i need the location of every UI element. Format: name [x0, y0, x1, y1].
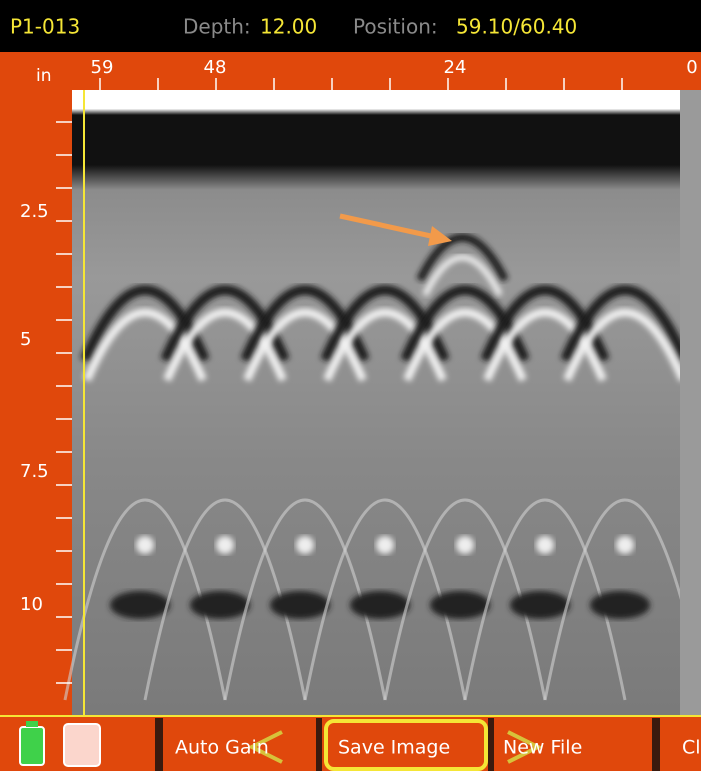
battery-icon	[19, 726, 45, 766]
battery-tip	[26, 721, 38, 727]
hyperbola-dark	[80, 285, 210, 362]
hyperbola-light	[563, 308, 687, 382]
hyperbola-light	[243, 308, 367, 382]
reflection-light	[456, 536, 474, 554]
hyperbola-dark	[160, 285, 290, 362]
hyperbola-light	[83, 308, 207, 382]
hyperbola-light	[323, 308, 447, 382]
reflection	[110, 591, 170, 619]
reflection-light	[536, 536, 554, 554]
chevron-left	[247, 730, 283, 764]
reflection	[430, 591, 490, 619]
depth-label: Depth:	[183, 15, 251, 39]
toolbar-button[interactable]: Auto Gain	[175, 737, 269, 759]
reflection	[510, 591, 570, 619]
separator	[155, 718, 163, 771]
reflection-light	[376, 536, 394, 554]
arrow-head	[428, 226, 452, 246]
ruler-ticks	[56, 78, 623, 684]
toolbar-button[interactable]: New File	[503, 737, 582, 759]
file-name: P1-013	[10, 15, 80, 39]
reflection-light	[616, 536, 634, 554]
target-light	[422, 254, 503, 297]
hyperbola-dark	[480, 285, 610, 362]
right-strip	[680, 90, 701, 715]
depth-value: 12.00	[260, 15, 317, 39]
top-ruler-label: 0	[686, 57, 697, 78]
reflection	[350, 591, 410, 619]
reflection	[590, 591, 650, 619]
hyperbola-dark	[320, 285, 450, 362]
separator	[316, 718, 322, 771]
left-ruler-label: 2.5	[20, 201, 49, 222]
hyperbola-dark	[560, 285, 690, 362]
reflection-light	[296, 536, 314, 554]
left-ruler-label: 5	[20, 329, 31, 350]
hyperbola-dark	[240, 285, 370, 362]
hyperbola-light	[163, 308, 287, 382]
hyperbola-light	[483, 308, 607, 382]
target-dark	[416, 233, 509, 282]
top-ruler-label: 48	[204, 57, 227, 78]
top-ruler-label: 59	[91, 57, 114, 78]
left-ruler-label: 10	[20, 594, 43, 615]
toolbar-button[interactable]: Clo	[682, 737, 701, 759]
arrow	[339, 213, 441, 241]
unit-label: in	[36, 66, 52, 86]
top-ruler-label: 24	[444, 57, 467, 78]
separator	[652, 718, 660, 771]
toolbar-button[interactable]: Save Image	[338, 737, 450, 759]
reflection-light	[136, 536, 154, 554]
reflection	[190, 591, 250, 619]
hyperbola-light	[403, 308, 527, 382]
sd-card-icon	[63, 723, 101, 767]
button-focus	[324, 719, 488, 771]
bottom-bar	[0, 715, 701, 771]
separator	[488, 718, 494, 771]
radargram	[63, 90, 701, 715]
reflection	[270, 591, 330, 619]
position-value: 59.10/60.40	[456, 15, 577, 39]
position-label: Position:	[353, 15, 438, 39]
status-bar	[0, 0, 701, 52]
reflection-light	[216, 536, 234, 554]
left-ruler-label: 7.5	[20, 461, 49, 482]
chevron-right	[507, 730, 543, 764]
hyperbola-dark	[400, 285, 530, 362]
